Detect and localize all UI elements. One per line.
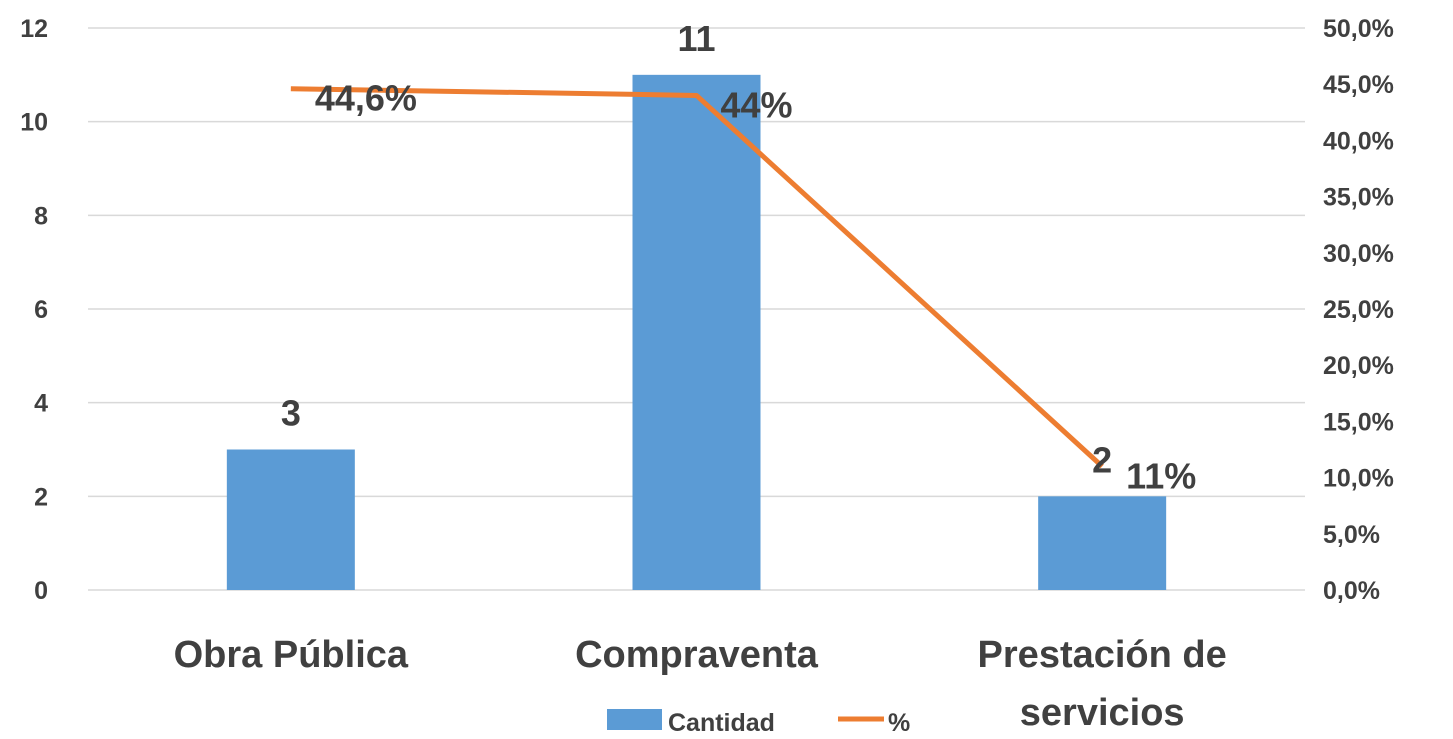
right-axis-tick-label: 30,0% (1323, 240, 1394, 268)
line-data-label: 44% (721, 84, 793, 125)
category-label: Obra Pública (174, 634, 409, 676)
right-axis-tick-label: 50,0% (1323, 15, 1394, 43)
bar-data-label: 11 (677, 18, 715, 59)
left-axis-tick-label: 0 (34, 577, 48, 605)
left-axis-tick-label: 12 (20, 15, 48, 43)
legend-label: % (888, 709, 910, 734)
right-axis-tick-label: 40,0% (1323, 127, 1394, 155)
line-series (290, 86, 1104, 469)
data-labels: 3 11 2 44,6% 44% 11% (281, 18, 1196, 497)
right-axis-tick-label: 35,0% (1323, 184, 1394, 212)
left-axis-tick-label: 6 (34, 296, 48, 324)
line-data-label: 44,6% (315, 78, 417, 119)
legend: Cantidad% (607, 709, 910, 737)
right-axis-tick-label: 0,0% (1323, 577, 1380, 605)
bar-data-label: 2 (1092, 439, 1112, 480)
bar (632, 74, 761, 591)
line-data-label: 11% (1126, 455, 1196, 496)
left-axis-tick-label: 10 (20, 109, 48, 137)
left-axis-tick-label: 2 (34, 483, 48, 511)
right-axis-tick-label: 20,0% (1323, 352, 1394, 380)
category-axis: Obra Pública Compraventa Prestación de serv… (174, 634, 1227, 734)
right-axis-tick-label: 25,0% (1323, 296, 1394, 324)
bar-series (226, 74, 1167, 591)
line-path (290, 86, 1104, 469)
left-axis-tick-label: 8 (34, 202, 48, 230)
bar (226, 449, 355, 590)
category-label: servicios (1020, 692, 1185, 734)
right-axis: 0,0% 5,0% 10,0% 15,0% 20,0% 25,0% 30,0% 35,0% 40… (1323, 15, 1394, 605)
right-axis-tick-label: 10,0% (1323, 465, 1394, 493)
category-label: Compraventa (575, 634, 819, 676)
left-axis-tick-label: 4 (34, 390, 48, 418)
right-axis-tick-label: 15,0% (1323, 408, 1394, 436)
right-axis-tick-label: 45,0% (1323, 71, 1394, 99)
bar (1038, 496, 1167, 590)
legend-label: Cantidad (668, 709, 775, 734)
legend-swatch-bar (607, 709, 662, 730)
bar-data-label: 3 (281, 393, 301, 434)
category-label: Prestación de (978, 634, 1227, 676)
left-axis: 0 2 4 6 8 10 12 (20, 15, 48, 605)
right-axis-tick-label: 5,0% (1323, 521, 1380, 549)
